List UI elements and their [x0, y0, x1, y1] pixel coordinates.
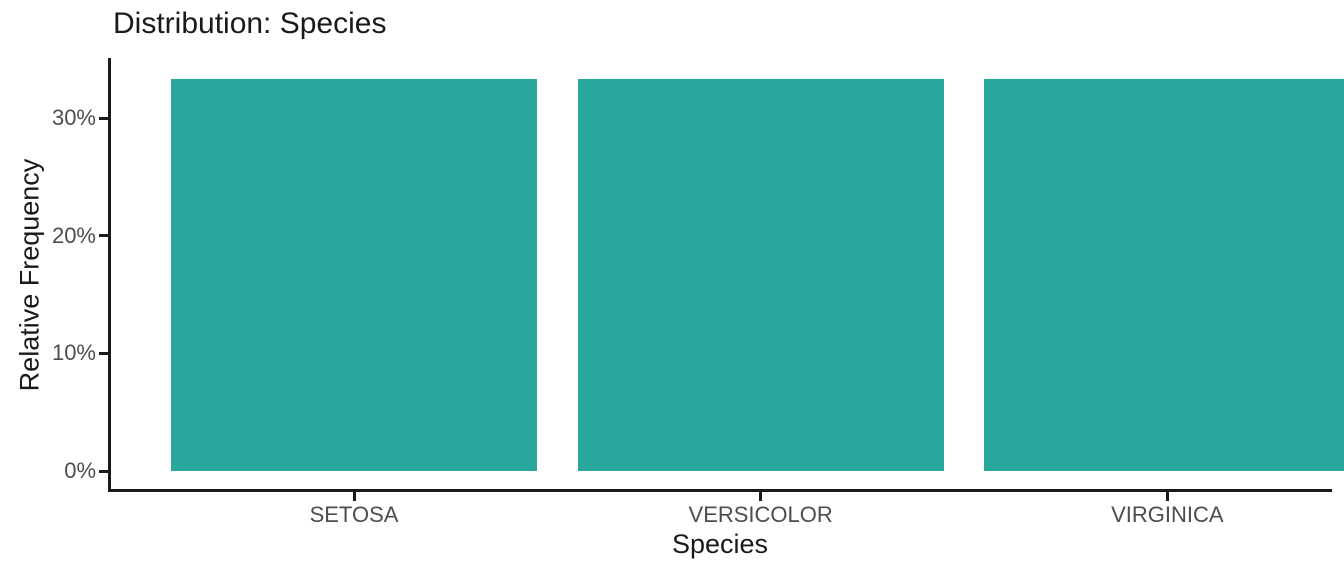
y-tick-mark	[99, 116, 108, 120]
x-axis-title: Species	[671, 529, 769, 559]
y-tick-mark	[99, 469, 108, 473]
y-tick-label: 20%	[51, 222, 96, 248]
y-tick-label: 10%	[51, 340, 96, 366]
chart-title: Distribution: Species	[113, 7, 387, 40]
y-tick-mark	[99, 234, 108, 238]
x-tick-label-virginica: VIRGINICA	[1111, 502, 1224, 527]
y-axis-title: Relative Frequency	[14, 158, 45, 392]
y-tick-label: 30%	[51, 105, 96, 131]
bar-virginica	[984, 79, 1344, 471]
bar-setosa	[171, 79, 537, 471]
x-axis-line	[108, 489, 1332, 492]
bar-versicolor	[577, 79, 944, 471]
x-tick-mark	[759, 492, 763, 501]
x-tick-label-setosa: SETOSA	[309, 502, 399, 527]
x-tick-mark	[1165, 492, 1169, 501]
y-tick-mark	[99, 351, 108, 355]
y-axis-line	[108, 58, 111, 492]
y-tick-label: 0%	[64, 458, 96, 483]
x-tick-mark	[352, 492, 356, 501]
x-tick-label-versicolor: VERSICOLOR	[688, 502, 833, 527]
